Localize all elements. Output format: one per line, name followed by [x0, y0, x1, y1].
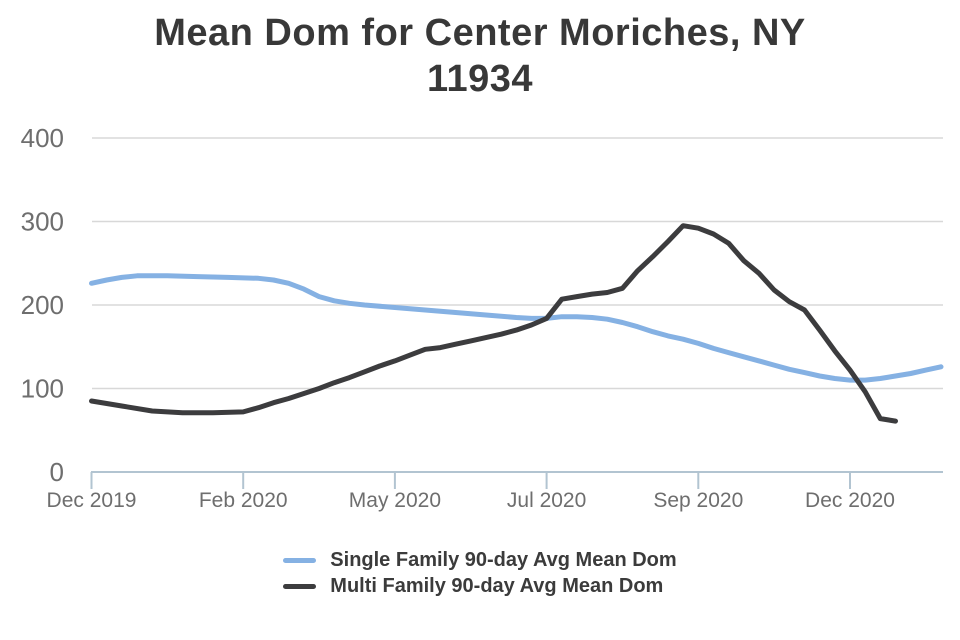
x-axis-label: Dec 2020	[805, 489, 895, 512]
legend-item-single-family: Single Family 90-day Avg Mean Dom	[283, 549, 677, 572]
x-axis-label: Feb 2020	[199, 489, 288, 512]
x-axis-label: May 2020	[349, 489, 441, 512]
legend-item-multi-family: Multi Family 90-day Avg Mean Dom	[283, 575, 663, 598]
legend: Single Family 90-day Avg Mean Dom Multi …	[0, 549, 960, 598]
x-axis-label: Jul 2020	[507, 489, 586, 512]
y-axis-label: 100	[21, 374, 64, 404]
legend-label-multi-family: Multi Family 90-day Avg Mean Dom	[330, 575, 664, 597]
single-family-line-swatch-icon	[283, 558, 317, 563]
legend-items: Single Family 90-day Avg Mean Dom Multi …	[283, 549, 677, 598]
single-family-line	[89, 273, 944, 383]
y-axis-label: 400	[21, 123, 64, 153]
legend-label-single-family: Single Family 90-day Avg Mean Dom	[330, 549, 677, 571]
chart-title: Mean Dom for Center Moriches, NY 11934	[154, 12, 806, 101]
y-axis-label: 300	[21, 207, 64, 237]
y-axis-label: 200	[21, 290, 64, 320]
x-axis-label: Sep 2020	[653, 489, 743, 512]
multi-family-line	[89, 223, 898, 424]
x-axis-label: Dec 2019	[47, 489, 137, 512]
y-axis-label: 0	[50, 457, 64, 487]
multi-family-line-swatch-icon	[283, 584, 317, 589]
